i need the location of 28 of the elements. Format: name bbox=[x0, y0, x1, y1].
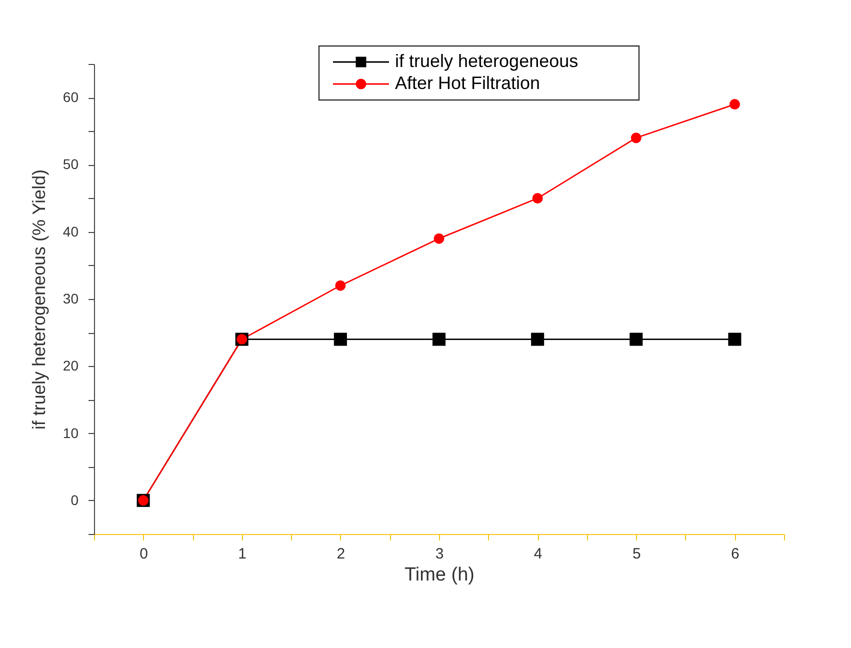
x-tick-label: 5 bbox=[632, 546, 641, 562]
x-tick-label: 1 bbox=[238, 546, 247, 562]
y-tick-label: 60 bbox=[62, 89, 79, 106]
point bbox=[335, 280, 346, 291]
x-tick-label: 3 bbox=[435, 546, 444, 562]
point bbox=[531, 332, 544, 346]
y-axis-title: if truely heterogeneous (% Yield) bbox=[28, 169, 49, 430]
y-tick-label: 0 bbox=[70, 492, 79, 508]
legend-label: if truely heterogeneous bbox=[395, 51, 578, 71]
point bbox=[334, 332, 347, 346]
legend-label: After Hot Filtration bbox=[395, 73, 540, 93]
point bbox=[432, 332, 446, 346]
point bbox=[728, 332, 742, 346]
x-axis-title: Time (h) bbox=[404, 564, 475, 586]
point bbox=[532, 193, 543, 204]
x-tick-label: 4 bbox=[534, 546, 542, 562]
x-tick-label: 6 bbox=[731, 546, 740, 562]
y-tick-label: 10 bbox=[62, 424, 79, 441]
y-tick-label: 30 bbox=[62, 290, 79, 306]
point bbox=[434, 233, 444, 244]
x-tick-label: 2 bbox=[336, 546, 346, 562]
y-tick-label: 50 bbox=[62, 156, 79, 172]
point bbox=[630, 132, 642, 144]
x-tick-label: 0 bbox=[140, 546, 148, 562]
y-tick-label: 20 bbox=[62, 358, 79, 374]
point bbox=[729, 99, 740, 110]
y-tick-label: 40 bbox=[62, 223, 79, 240]
point bbox=[630, 332, 643, 346]
